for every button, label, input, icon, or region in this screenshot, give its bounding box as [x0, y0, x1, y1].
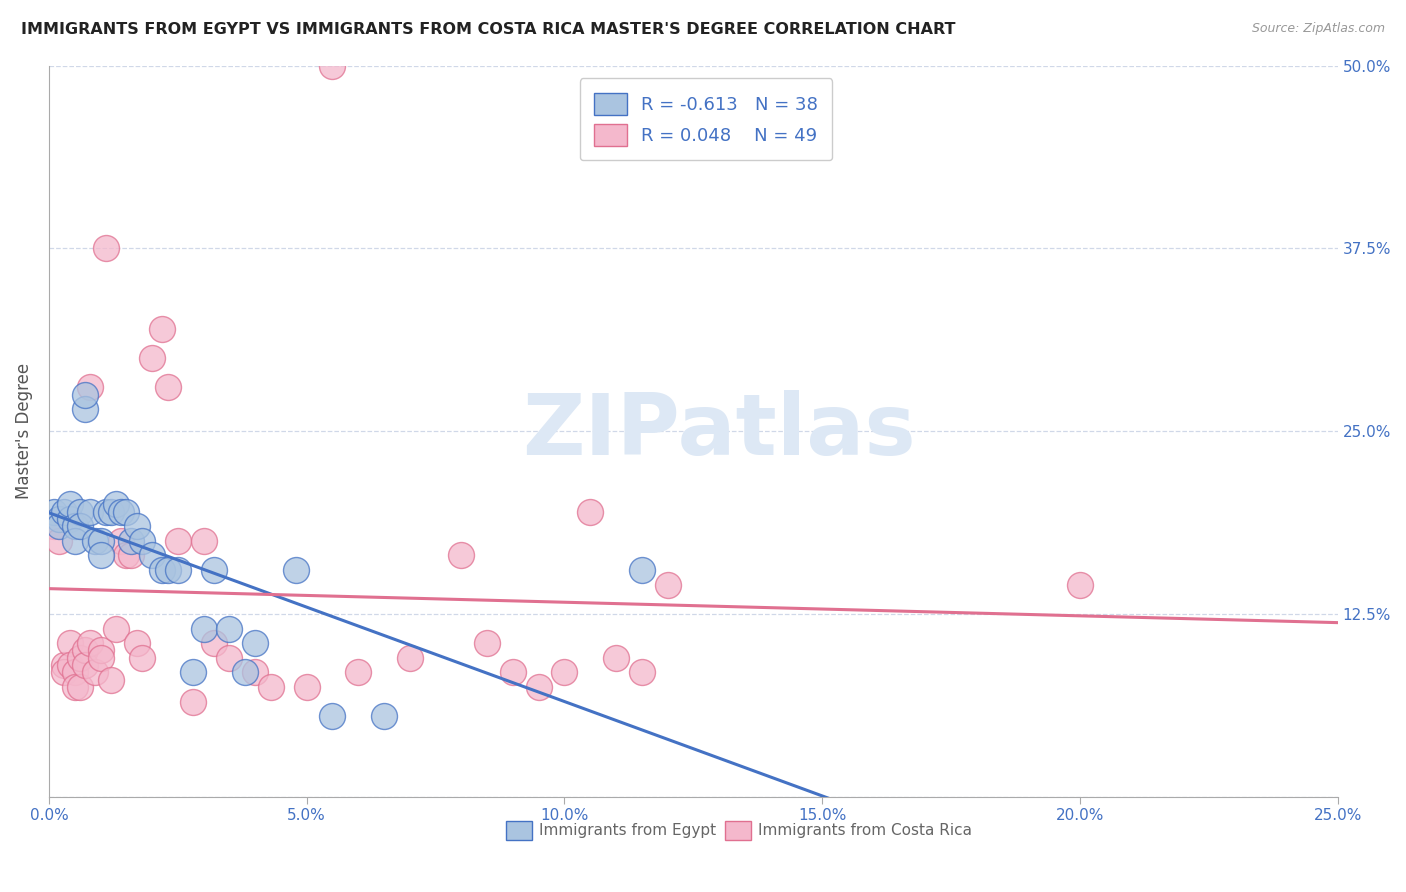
Point — [125, 519, 148, 533]
Point — [605, 650, 627, 665]
Point — [131, 650, 153, 665]
Point — [475, 636, 498, 650]
Point — [218, 650, 240, 665]
Point — [243, 665, 266, 680]
Point — [181, 695, 204, 709]
Point — [69, 519, 91, 533]
Point — [166, 563, 188, 577]
Point — [1069, 577, 1091, 591]
Point — [79, 380, 101, 394]
Point — [100, 673, 122, 687]
Point — [89, 643, 111, 657]
Point — [73, 402, 96, 417]
Point — [202, 563, 225, 577]
Point — [89, 533, 111, 548]
Point — [89, 549, 111, 563]
Point — [579, 504, 602, 518]
Point — [115, 504, 138, 518]
Point — [120, 549, 142, 563]
Point — [166, 533, 188, 548]
Point — [48, 533, 70, 548]
Point — [141, 549, 163, 563]
Text: Source: ZipAtlas.com: Source: ZipAtlas.com — [1251, 22, 1385, 36]
Point — [58, 658, 80, 673]
Point — [150, 322, 173, 336]
Y-axis label: Master's Degree: Master's Degree — [15, 363, 32, 500]
Point — [58, 512, 80, 526]
Point — [53, 504, 76, 518]
Point — [347, 665, 370, 680]
Point — [89, 650, 111, 665]
Point — [53, 665, 76, 680]
Point — [125, 636, 148, 650]
Point — [79, 636, 101, 650]
Point — [58, 636, 80, 650]
Point — [321, 709, 343, 723]
Point — [69, 650, 91, 665]
Point — [73, 643, 96, 657]
Point — [502, 665, 524, 680]
Point — [285, 563, 308, 577]
Point — [657, 577, 679, 591]
Point — [73, 658, 96, 673]
Point — [63, 680, 86, 694]
Point — [202, 636, 225, 650]
Point — [84, 533, 107, 548]
Text: ZIPatlas: ZIPatlas — [522, 390, 915, 473]
Point — [48, 512, 70, 526]
Point — [398, 650, 420, 665]
Point — [42, 519, 65, 533]
Point — [193, 622, 215, 636]
Text: IMMIGRANTS FROM EGYPT VS IMMIGRANTS FROM COSTA RICA MASTER'S DEGREE CORRELATION : IMMIGRANTS FROM EGYPT VS IMMIGRANTS FROM… — [21, 22, 956, 37]
Point — [42, 504, 65, 518]
Point — [181, 665, 204, 680]
Point — [104, 622, 127, 636]
Point — [69, 504, 91, 518]
Point — [48, 519, 70, 533]
Point — [141, 351, 163, 365]
Point — [259, 680, 281, 694]
Point — [193, 533, 215, 548]
Point — [53, 658, 76, 673]
Point — [131, 533, 153, 548]
Point — [120, 533, 142, 548]
Point — [156, 380, 179, 394]
Point — [527, 680, 550, 694]
Point — [156, 563, 179, 577]
Point — [79, 504, 101, 518]
Point — [450, 549, 472, 563]
Point — [63, 665, 86, 680]
Point — [150, 563, 173, 577]
Legend: R = -0.613   N = 38, R = 0.048    N = 49: R = -0.613 N = 38, R = 0.048 N = 49 — [579, 78, 832, 161]
Point — [63, 533, 86, 548]
Point — [630, 563, 652, 577]
Point — [553, 665, 575, 680]
Point — [243, 636, 266, 650]
Point — [58, 497, 80, 511]
Point — [373, 709, 395, 723]
Point — [63, 519, 86, 533]
Point — [104, 497, 127, 511]
Text: Immigrants from Costa Rica: Immigrants from Costa Rica — [758, 823, 972, 838]
Point — [94, 504, 117, 518]
Point — [73, 387, 96, 401]
Point — [115, 549, 138, 563]
Point — [295, 680, 318, 694]
Point — [630, 665, 652, 680]
Point — [110, 504, 132, 518]
Point — [110, 533, 132, 548]
Point — [218, 622, 240, 636]
Point — [233, 665, 256, 680]
Point — [321, 59, 343, 73]
Point — [100, 504, 122, 518]
Point — [84, 665, 107, 680]
Point — [94, 241, 117, 255]
Text: Immigrants from Egypt: Immigrants from Egypt — [538, 823, 716, 838]
Point — [69, 680, 91, 694]
